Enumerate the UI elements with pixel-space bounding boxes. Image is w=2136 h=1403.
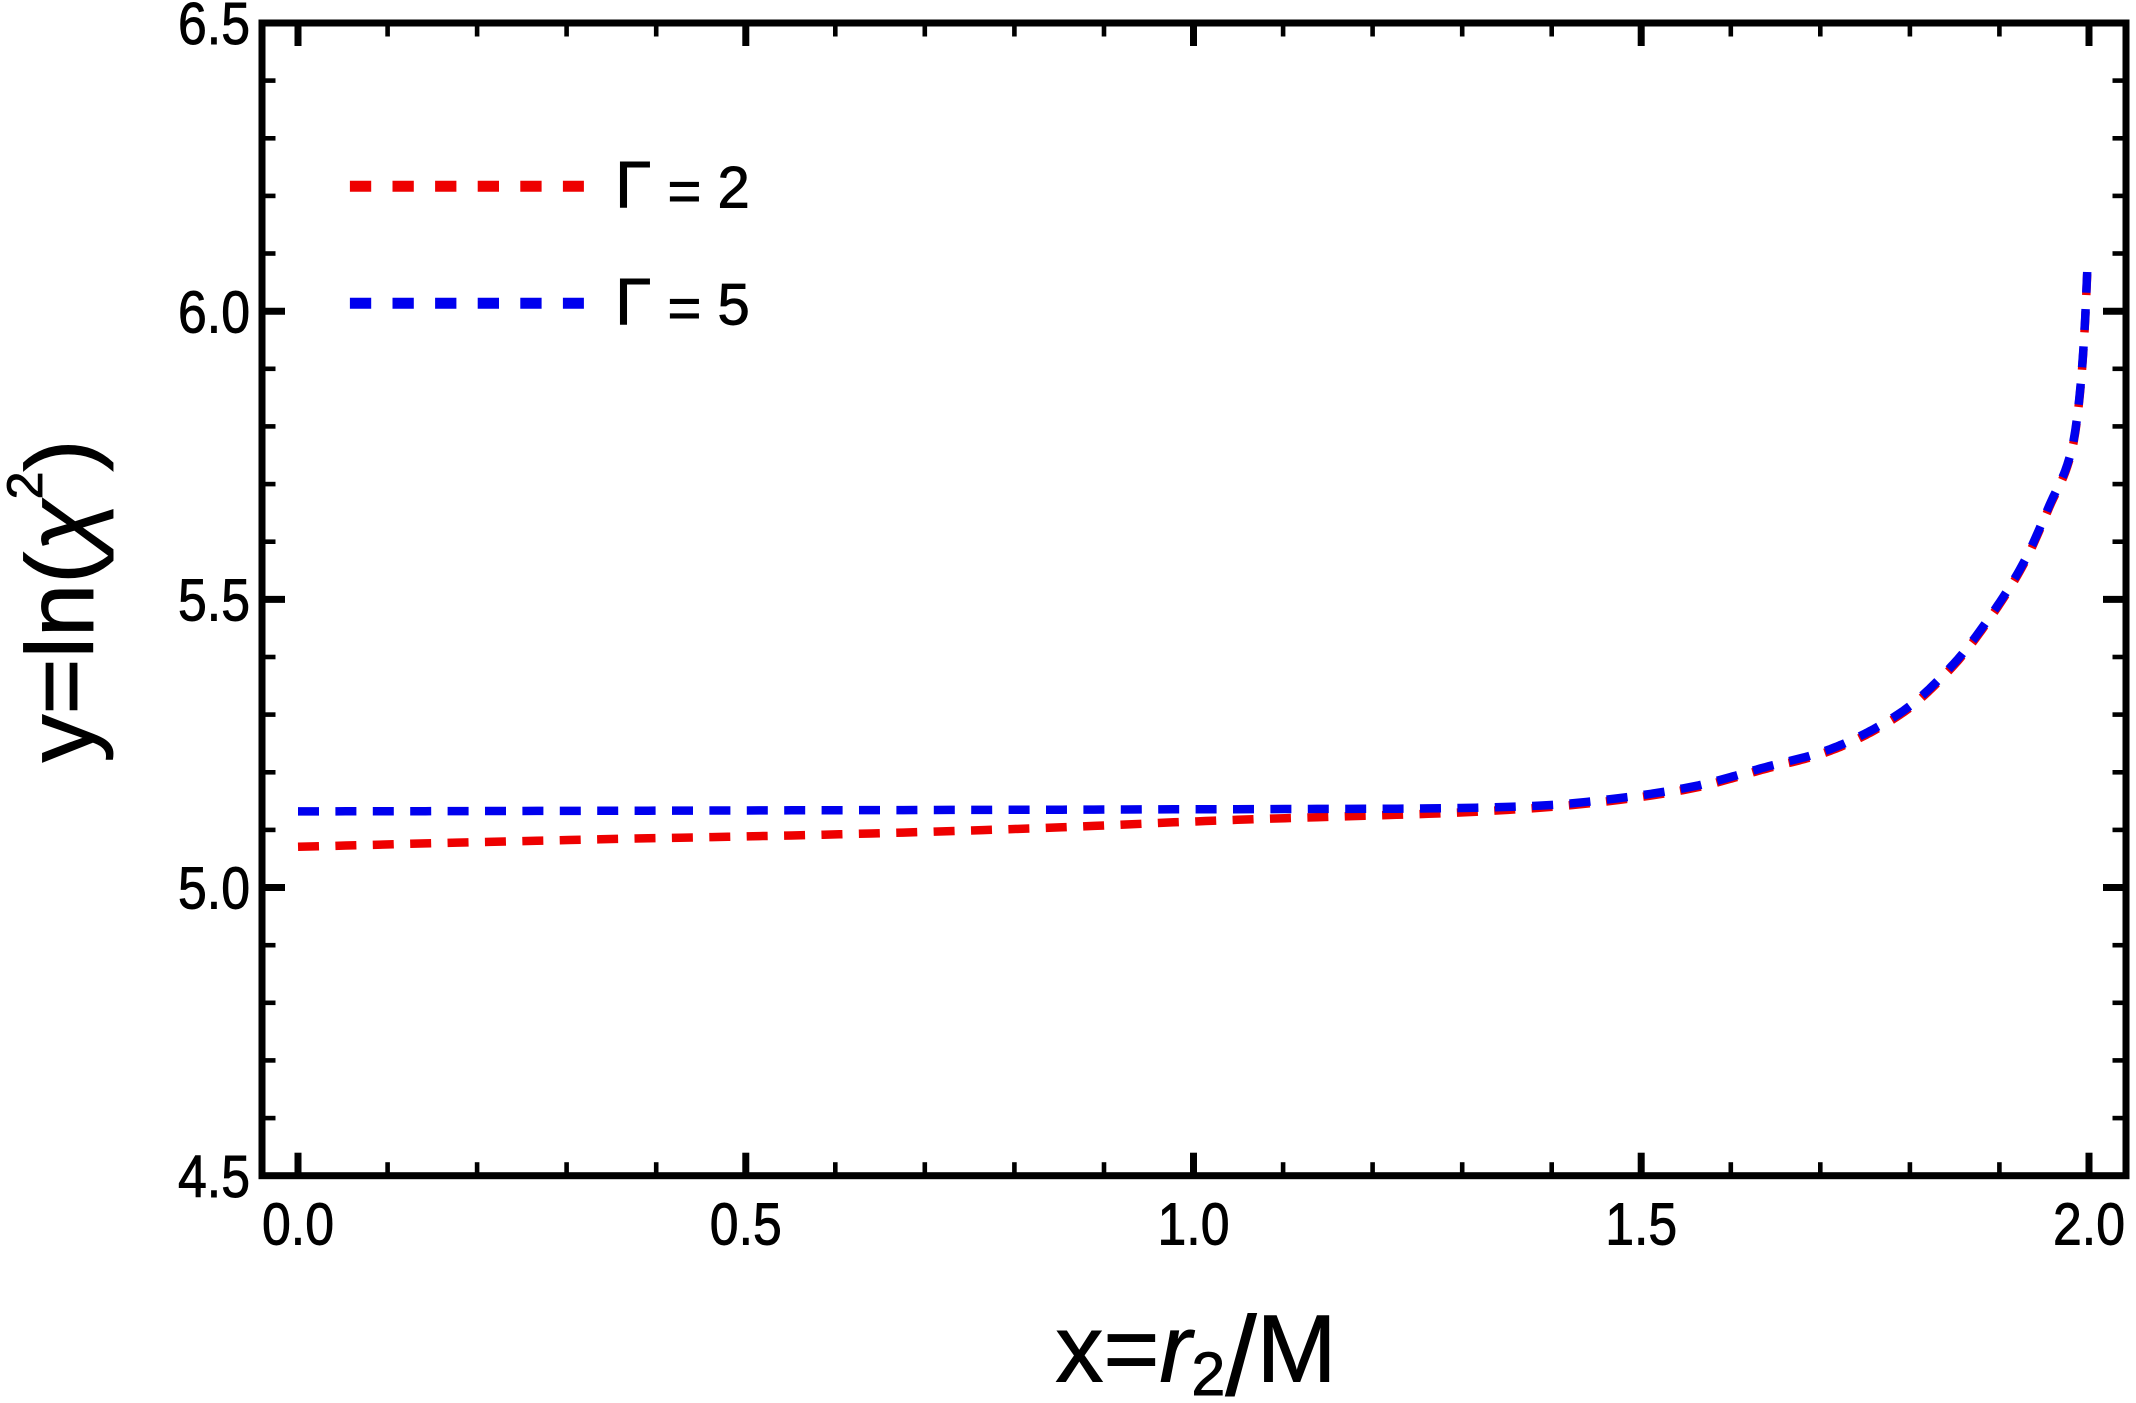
svg-text:x=r2/M: x=r2/M [1055, 1293, 1336, 1398]
svg-text:5.0: 5.0 [178, 856, 250, 922]
svg-text:6.5: 6.5 [178, 0, 250, 57]
svg-text:0.0: 0.0 [262, 1192, 334, 1258]
svg-text:1.5: 1.5 [1605, 1192, 1677, 1258]
svg-text:4.5: 4.5 [178, 1144, 250, 1210]
svg-text:0.5: 0.5 [710, 1192, 782, 1258]
svg-text:6.0: 6.0 [178, 279, 250, 345]
svg-text:5.5: 5.5 [178, 568, 250, 634]
svg-text:2.0: 2.0 [2053, 1192, 2125, 1258]
svg-text:1.0: 1.0 [1158, 1192, 1230, 1258]
svg-text:Γ = 5: Γ = 5 [615, 264, 750, 341]
svg-text:Γ = 2: Γ = 2 [615, 148, 750, 225]
